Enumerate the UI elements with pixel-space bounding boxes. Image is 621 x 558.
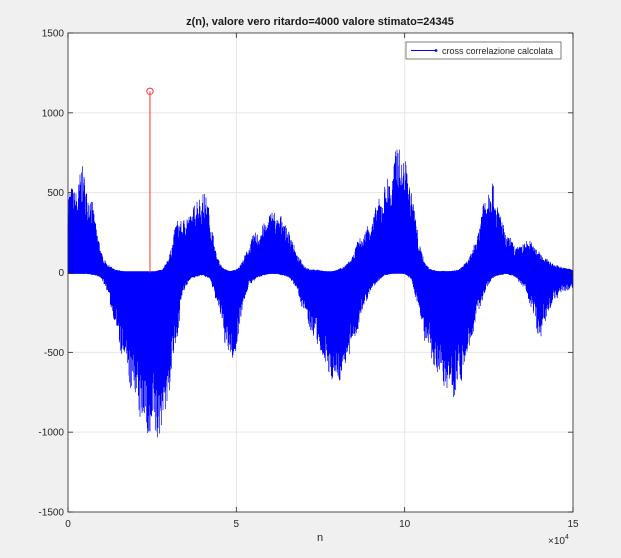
chart-title: z(n), valore vero ritardo=4000 valore st…	[186, 16, 454, 28]
legend-entry-label: cross correlazione calcolata	[442, 46, 553, 56]
x-axis-ticks: 0 5 10 15	[65, 33, 579, 530]
y-tick-label: -500	[44, 348, 64, 359]
y-axis-ticks: -1500 -1000 -500 0 500 1000 1500	[38, 29, 573, 519]
x-tick-label: 0	[65, 519, 71, 530]
y-tick-label: 1000	[42, 108, 65, 119]
y-tick-label: -1000	[38, 428, 64, 439]
legend[interactable]: cross correlazione calcolata	[405, 41, 562, 60]
x-tick-label: 15	[567, 519, 579, 530]
x-axis-label: n	[317, 532, 323, 544]
x-tick-label: 5	[234, 519, 240, 530]
y-tick-label: 0	[58, 268, 64, 279]
legend-box	[405, 41, 562, 60]
y-tick-label: 1500	[42, 29, 65, 40]
y-tick-label: 500	[47, 188, 64, 199]
x-axis-exponent: ×104	[548, 534, 569, 547]
marker-circle[interactable]	[146, 87, 154, 95]
estimated-delay-stem[interactable]	[146, 87, 154, 273]
y-tick-label: -1500	[38, 508, 64, 519]
x-tick-label: 10	[399, 519, 411, 530]
legend-marker-sample	[434, 49, 438, 52]
